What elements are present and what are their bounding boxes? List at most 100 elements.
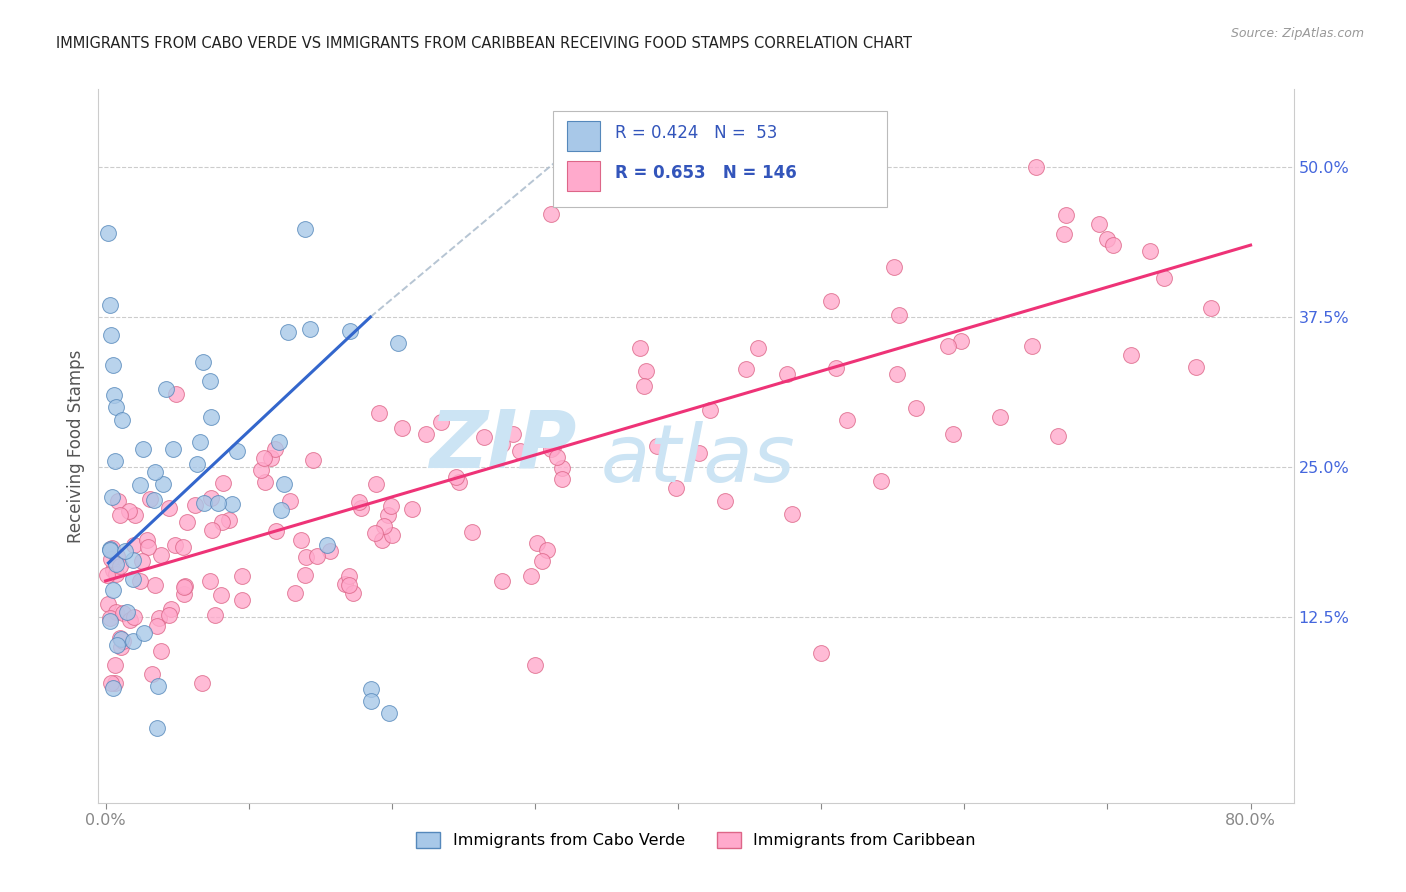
Point	[173, 579, 195, 593]
Point	[551, 472, 574, 486]
Point	[105, 549, 128, 563]
Point	[149, 548, 172, 562]
Point	[347, 494, 370, 508]
Point	[540, 442, 562, 456]
Point	[447, 475, 470, 490]
Point	[146, 679, 169, 693]
Point	[110, 640, 132, 654]
Point	[1021, 339, 1043, 353]
Point	[1097, 232, 1119, 246]
Text: Source: ZipAtlas.com: Source: ZipAtlas.com	[1230, 27, 1364, 40]
Point	[337, 569, 360, 583]
Point	[112, 633, 135, 648]
Point	[502, 426, 524, 441]
Point	[645, 439, 668, 453]
Point	[231, 592, 253, 607]
Point	[461, 524, 484, 539]
Point	[101, 541, 124, 555]
Point	[699, 402, 721, 417]
Point	[520, 569, 543, 583]
Point	[107, 638, 129, 652]
Point	[200, 491, 222, 505]
Point	[904, 401, 927, 416]
Point	[446, 469, 468, 483]
Point	[373, 519, 395, 533]
Point	[364, 476, 387, 491]
Point	[198, 374, 221, 388]
Point	[98, 298, 121, 312]
Point	[886, 367, 908, 381]
Point	[1185, 359, 1208, 374]
Point	[290, 533, 312, 548]
Point	[209, 588, 232, 602]
Point	[160, 601, 183, 615]
Point	[198, 574, 221, 588]
Point	[491, 437, 513, 451]
Point	[155, 382, 177, 396]
Point	[141, 667, 163, 681]
Text: IMMIGRANTS FROM CABO VERDE VS IMMIGRANTS FROM CARIBBEAN RECEIVING FOOD STAMPS CO: IMMIGRANTS FROM CABO VERDE VS IMMIGRANTS…	[56, 36, 912, 51]
Point	[103, 388, 125, 402]
Point	[523, 657, 546, 672]
Point	[387, 336, 409, 351]
Point	[370, 533, 392, 548]
Point	[277, 325, 299, 339]
Point	[302, 452, 325, 467]
Point	[173, 580, 195, 594]
Point	[100, 676, 122, 690]
Point	[104, 400, 127, 414]
FancyBboxPatch shape	[553, 111, 887, 207]
Point	[136, 540, 159, 554]
Point	[782, 507, 804, 521]
Point	[1199, 301, 1222, 315]
Point	[415, 427, 437, 442]
Point	[122, 573, 145, 587]
Point	[472, 430, 495, 444]
Point	[820, 294, 842, 309]
Point	[337, 577, 360, 591]
Point	[735, 361, 758, 376]
Point	[270, 502, 292, 516]
Point	[120, 613, 142, 627]
Point	[176, 516, 198, 530]
Point	[110, 632, 132, 647]
Point	[835, 413, 858, 427]
Point	[111, 413, 134, 427]
Point	[193, 496, 215, 510]
Point	[139, 491, 162, 506]
Point	[360, 694, 382, 708]
Point	[319, 543, 342, 558]
Point	[111, 606, 134, 620]
Point	[367, 405, 389, 419]
Point	[714, 494, 737, 508]
Point	[231, 569, 253, 583]
Point	[551, 461, 574, 475]
Point	[1139, 244, 1161, 259]
Point	[149, 644, 172, 658]
Point	[315, 538, 337, 552]
Point	[101, 358, 124, 372]
Point	[887, 309, 910, 323]
Point	[101, 582, 124, 597]
Point	[377, 508, 399, 522]
Point	[540, 206, 562, 220]
Point	[526, 536, 548, 550]
Point	[148, 611, 170, 625]
Point	[541, 440, 564, 454]
Y-axis label: Receiving Food Stamps: Receiving Food Stamps	[66, 350, 84, 542]
Point	[98, 610, 121, 624]
Point	[110, 558, 132, 573]
Point	[97, 226, 120, 240]
Point	[143, 578, 166, 592]
Point	[688, 446, 710, 460]
Point	[339, 324, 361, 338]
Point	[776, 367, 799, 381]
Text: atlas: atlas	[600, 421, 796, 500]
Point	[263, 442, 285, 457]
Point	[1053, 227, 1076, 241]
Point	[118, 504, 141, 518]
Point	[218, 513, 240, 527]
Point	[107, 494, 129, 508]
Point	[124, 508, 146, 523]
Point	[114, 544, 136, 558]
